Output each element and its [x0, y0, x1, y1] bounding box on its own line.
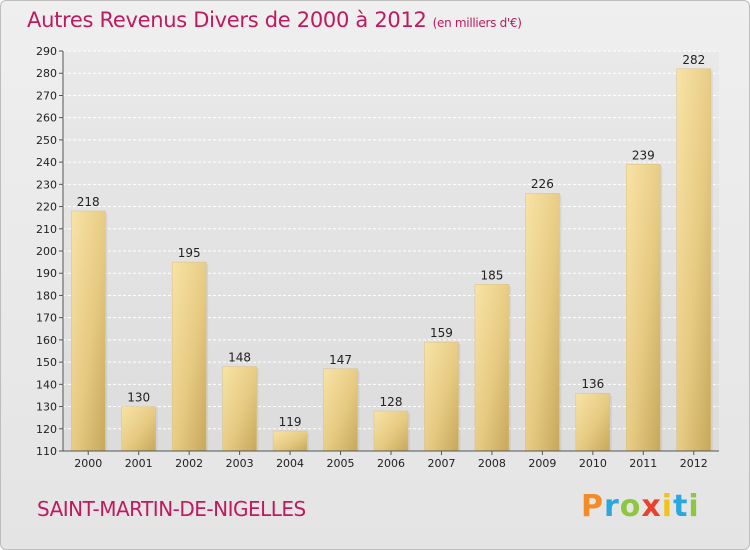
logo-letter: P: [581, 489, 604, 524]
y-tick-label: 210: [36, 223, 57, 236]
y-tick-label: 270: [36, 89, 57, 102]
x-tick-label: 2007: [427, 457, 455, 470]
bar-value-label: 130: [127, 391, 150, 405]
logo-letter: r: [604, 489, 620, 524]
logo-letter: i: [661, 489, 674, 524]
bar-2006: [373, 410, 409, 452]
bar-2002: [171, 261, 207, 452]
bar-value-label: 148: [228, 351, 251, 365]
bar-value-label: 226: [531, 177, 554, 191]
y-tick-label: 260: [36, 112, 57, 125]
y-tick-label: 140: [36, 378, 57, 391]
y-tick-label: 180: [36, 289, 57, 302]
y-tick-label: 150: [36, 356, 57, 369]
x-tick-label: 2010: [579, 457, 607, 470]
bar-value-label: 159: [430, 326, 453, 340]
x-tick-label: 2001: [125, 457, 153, 470]
x-tick-label: 2004: [276, 457, 304, 470]
bar-2003: [222, 366, 257, 452]
chart-title: Autres Revenus Divers de 2000 à 2012 (en …: [27, 8, 522, 32]
bar-value-label: 239: [632, 148, 655, 162]
y-tick-label: 190: [36, 267, 57, 280]
x-tick-label: 2002: [175, 457, 203, 470]
commune-name: SAINT-MARTIN-DE-NIGELLES: [37, 497, 306, 521]
chart-title-text: Autres Revenus Divers de 2000 à 2012: [27, 8, 427, 32]
bar-2010: [575, 392, 611, 452]
bar-2000: [70, 210, 106, 452]
logo-letter: i: [688, 489, 700, 524]
bar-value-label: 218: [77, 195, 100, 209]
bar-2012: [676, 68, 712, 452]
logo-letter: t: [673, 489, 689, 524]
bar-2004: [272, 430, 308, 452]
chart-unit-label: (en milliers d'€): [432, 16, 522, 30]
bar-value-label: 119: [279, 415, 302, 429]
x-tick-label: 2003: [226, 457, 254, 470]
logo-letter: o: [619, 489, 642, 524]
bar-value-label: 147: [329, 353, 352, 367]
y-tick-label: 290: [36, 45, 57, 58]
y-tick-label: 280: [36, 67, 57, 80]
bar-value-label: 185: [480, 268, 503, 282]
bar-2007: [424, 341, 459, 452]
x-tick-label: 2008: [478, 457, 506, 470]
x-tick-label: 2012: [680, 457, 708, 470]
y-tick-label: 250: [36, 134, 57, 147]
y-tick-label: 230: [36, 178, 57, 191]
proxiti-logo[interactable]: Proxiti: [581, 489, 700, 524]
bar-value-label: 282: [682, 53, 705, 67]
x-tick-label: 2009: [528, 457, 556, 470]
logo-letter: x: [641, 489, 662, 524]
y-tick-label: 130: [36, 401, 57, 414]
bar-value-label: 128: [380, 395, 403, 409]
y-tick-label: 120: [36, 423, 57, 436]
y-tick-label: 110: [36, 445, 57, 458]
bar-2009: [525, 192, 560, 452]
x-tick-label: 2011: [629, 457, 657, 470]
y-tick-label: 220: [36, 201, 57, 214]
bar-2001: [121, 406, 156, 452]
y-tick-label: 240: [36, 156, 57, 169]
y-tick-label: 200: [36, 245, 57, 258]
bar-value-label: 136: [581, 377, 604, 391]
bar-2008: [474, 284, 510, 452]
x-tick-label: 2000: [74, 457, 102, 470]
bar-value-label: 195: [178, 246, 201, 260]
bar-2011: [626, 164, 661, 452]
x-tick-label: 2005: [327, 457, 355, 470]
y-tick-label: 160: [36, 334, 57, 347]
y-tick-label: 170: [36, 312, 57, 325]
x-tick-label: 2006: [377, 457, 405, 470]
bar-2005: [323, 368, 358, 452]
